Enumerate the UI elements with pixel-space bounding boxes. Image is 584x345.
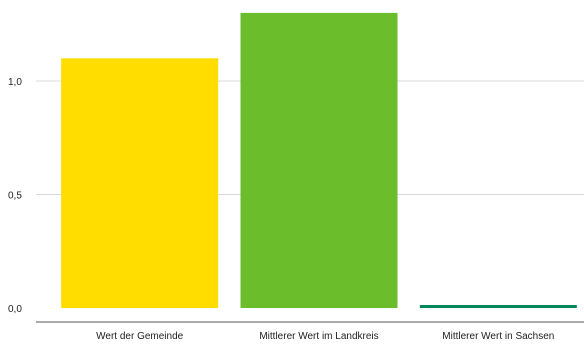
y-axis-tick-labels: 0,0 0,5 1,0 — [8, 77, 22, 315]
bar — [240, 12, 398, 309]
y-tick-label: 0,0 — [8, 304, 22, 315]
x-axis-category-labels: Wert der Gemeinde Mittlerer Wert im Landk… — [96, 331, 554, 342]
bar — [61, 58, 219, 308]
x-category-label: Mittlerer Wert im Landkreis — [259, 331, 378, 342]
bars — [61, 12, 577, 309]
bar — [419, 305, 577, 308]
y-tick-label: 0,5 — [8, 191, 22, 202]
x-category-label: Mittlerer Wert in Sachsen — [442, 331, 554, 342]
y-tick-label: 1,0 — [8, 77, 22, 88]
x-category-label: Wert der Gemeinde — [96, 331, 184, 342]
